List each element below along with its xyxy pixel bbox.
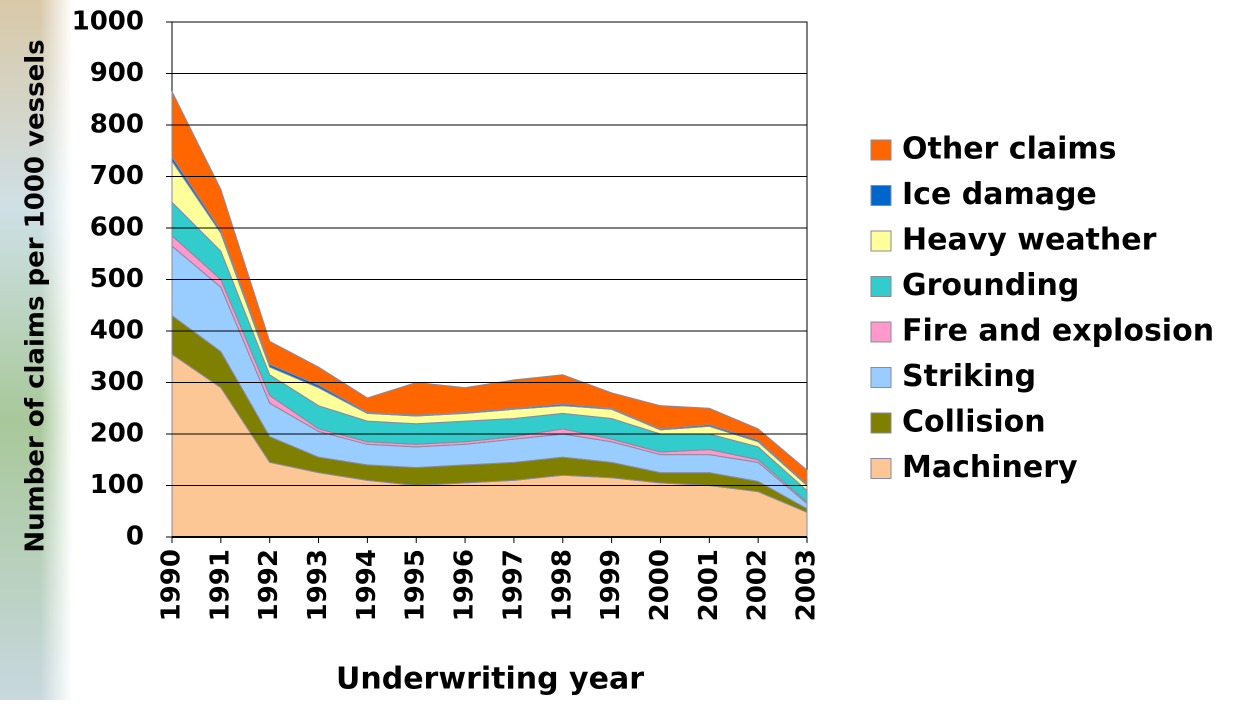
x-tick-label: 2000 — [645, 549, 675, 621]
y-tick-label: 900 — [90, 58, 144, 88]
x-tick-label: 1999 — [596, 549, 626, 621]
y-tick-label: 1000 — [72, 7, 144, 37]
x-tick-label: 1995 — [401, 549, 431, 621]
legend-label: Ice damage — [902, 177, 1097, 212]
legend-swatch — [870, 367, 892, 388]
x-tick-label: 1994 — [352, 549, 382, 621]
x-tick-label: 2002 — [743, 549, 773, 621]
x-tick-label: 1992 — [254, 549, 284, 621]
x-tick-label: 1997 — [498, 549, 528, 621]
y-tick-label: 0 — [126, 522, 144, 552]
legend-label: Other claims — [902, 132, 1117, 167]
y-tick-label: 800 — [90, 110, 144, 140]
x-tick-label: 1991 — [205, 549, 235, 621]
background-fade — [40, 0, 72, 700]
legend-label: Collision — [902, 405, 1046, 440]
y-tick-label: 100 — [90, 470, 144, 500]
legend-swatch — [870, 412, 892, 434]
x-axis-title: Underwriting year — [336, 662, 644, 697]
legend-swatch — [870, 458, 892, 479]
y-tick-label: 700 — [90, 161, 144, 191]
x-tick-label: 2003 — [792, 549, 822, 621]
y-tick-label: 600 — [90, 213, 144, 243]
x-tick-label: 1996 — [450, 549, 480, 621]
x-tick-label: 2001 — [694, 549, 724, 621]
x-tick-label: 1998 — [547, 549, 577, 621]
legend-swatch — [870, 139, 892, 161]
legend-label: Striking — [902, 359, 1036, 394]
y-tick-label: 500 — [90, 264, 144, 294]
y-tick-label: 200 — [90, 419, 144, 449]
legend-label: Fire and explosion — [902, 314, 1214, 349]
x-tick-label: 1990 — [157, 549, 187, 621]
legend-swatch — [870, 230, 892, 252]
y-tick-label: 300 — [90, 367, 144, 397]
y-axis-title: Number of claims per 1000 vessels — [21, 39, 51, 552]
legend-label: Heavy weather — [902, 223, 1157, 258]
legend-label: Grounding — [902, 268, 1079, 303]
legend-label: Machinery — [902, 450, 1078, 485]
legend-swatch — [870, 276, 892, 297]
legend-swatch — [870, 321, 892, 343]
area — [171, 91, 808, 486]
y-tick-label: 400 — [90, 316, 144, 346]
legend-swatch — [870, 185, 892, 206]
x-tick-label: 1993 — [303, 549, 333, 621]
